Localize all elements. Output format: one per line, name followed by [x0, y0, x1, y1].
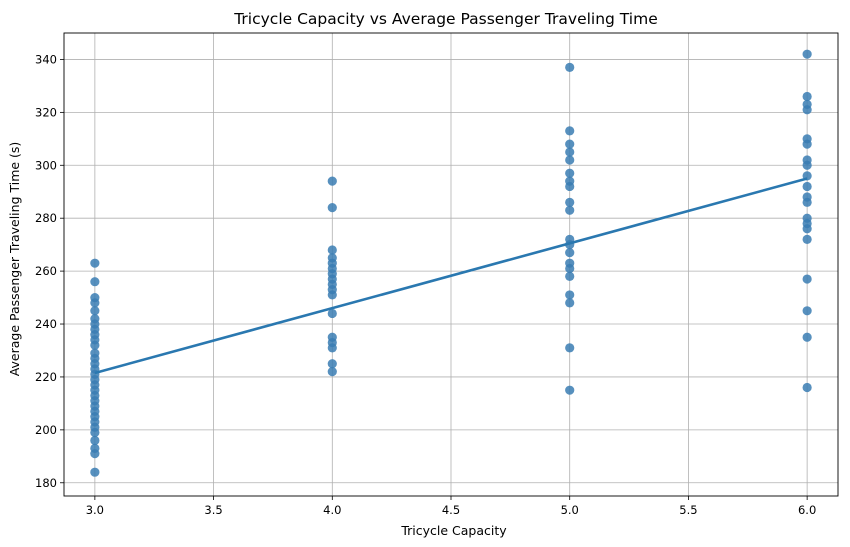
- data-point: [802, 192, 812, 202]
- data-point: [565, 139, 575, 149]
- data-point: [802, 99, 812, 110]
- data-point: [327, 176, 337, 186]
- data-point: [90, 306, 100, 316]
- data-point: [327, 367, 337, 377]
- data-point: [327, 203, 337, 213]
- data-point: [327, 359, 337, 369]
- data-point: [565, 385, 575, 395]
- data-point: [565, 298, 575, 308]
- y-tick-label: 240: [35, 317, 57, 331]
- y-tick-label: 220: [35, 370, 57, 384]
- tick-labels: 3.0 3.5 4.0 4.5 5.0 5.5 6.0 180 200 220 240 260 280 3…: [35, 52, 816, 517]
- plot-frame: [63, 32, 839, 497]
- data-point: [802, 213, 812, 223]
- data-point: [327, 308, 337, 319]
- data-point: [90, 277, 100, 287]
- data-point: [565, 147, 575, 157]
- data-point: [802, 274, 812, 284]
- data-point: [802, 181, 812, 192]
- x-axis-label: Tricycle Capacity: [400, 523, 507, 538]
- data-point: [90, 435, 100, 446]
- y-tick-label: 340: [35, 52, 57, 66]
- x-tick-label: 4.5: [442, 503, 460, 517]
- data-point: [802, 134, 812, 144]
- x-tick-label: 4.0: [323, 503, 341, 517]
- data-point: [90, 467, 100, 477]
- scatter-points: [90, 49, 812, 477]
- x-tick-label: 3.0: [86, 503, 104, 517]
- data-point: [327, 332, 337, 342]
- x-tick-label: 5.0: [561, 503, 579, 517]
- regression-line-group: [94, 177, 808, 375]
- axes: [60, 32, 839, 500]
- regression-line: [94, 177, 808, 375]
- y-tick-label: 320: [35, 105, 57, 119]
- data-point: [565, 155, 575, 165]
- data-point: [802, 306, 812, 316]
- data-point: [90, 443, 100, 453]
- data-point: [90, 348, 100, 358]
- data-point: [90, 292, 100, 303]
- data-point: [802, 382, 812, 393]
- grid: [64, 33, 838, 496]
- data-point: [90, 258, 100, 268]
- data-point: [565, 176, 575, 186]
- x-tick-label: 5.5: [679, 503, 697, 517]
- data-point: [327, 245, 337, 255]
- x-tick-label: 6.0: [798, 503, 816, 517]
- data-point: [565, 258, 575, 268]
- data-point: [565, 247, 575, 258]
- y-tick-label: 180: [35, 476, 57, 490]
- data-point: [565, 290, 575, 300]
- data-point: [565, 205, 575, 215]
- y-tick-label: 280: [35, 211, 57, 225]
- y-tick-label: 200: [35, 423, 57, 437]
- y-tick-label: 300: [35, 158, 57, 172]
- data-point: [565, 197, 575, 207]
- chart-title: Tricycle Capacity vs Average Passenger T…: [233, 10, 658, 28]
- data-point: [802, 155, 812, 165]
- data-point: [565, 62, 575, 72]
- data-point: [802, 332, 812, 342]
- y-axis-label: Average Passenger Traveling Time (s): [7, 142, 22, 377]
- data-point: [802, 91, 812, 102]
- data-point: [565, 168, 575, 178]
- data-point: [565, 271, 575, 282]
- data-point: [802, 234, 812, 244]
- x-tick-label: 3.5: [204, 503, 222, 517]
- data-point: [802, 49, 812, 59]
- data-point: [327, 253, 337, 263]
- y-tick-label: 260: [35, 264, 57, 278]
- data-point: [565, 126, 575, 136]
- data-point: [565, 343, 575, 353]
- data-point: [90, 314, 100, 324]
